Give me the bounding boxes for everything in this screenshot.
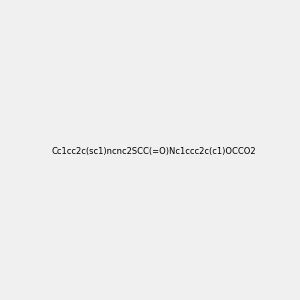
Text: Cc1cc2c(sc1)ncnc2SCC(=O)Nc1ccc2c(c1)OCCO2: Cc1cc2c(sc1)ncnc2SCC(=O)Nc1ccc2c(c1)OCCO… [51, 147, 256, 156]
